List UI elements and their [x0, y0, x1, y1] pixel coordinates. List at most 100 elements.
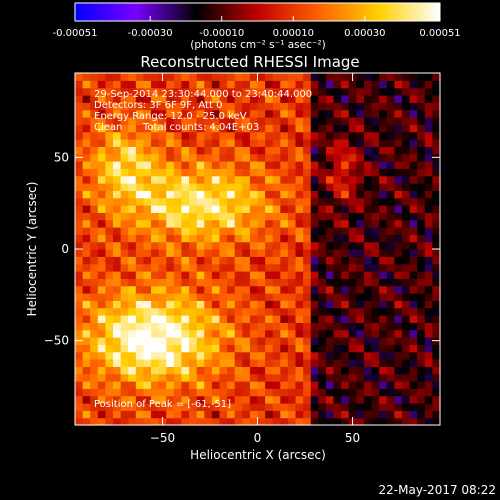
heatmap-cell [189, 205, 198, 213]
heatmap-cell [409, 271, 418, 279]
heatmap-cell [272, 381, 281, 389]
heatmap-cell [227, 168, 236, 177]
heatmap-cell [219, 183, 228, 191]
heatmap-cell [151, 278, 160, 287]
heatmap-cell [113, 80, 122, 89]
heatmap-cell [409, 219, 418, 228]
heatmap-cell [143, 263, 152, 272]
heatmap-cell [280, 344, 289, 353]
heatmap-cell [82, 366, 91, 375]
heatmap-cell [227, 146, 236, 155]
heatmap-cell [310, 190, 319, 199]
heatmap-cell [219, 227, 228, 235]
heatmap-cell [318, 161, 327, 169]
heatmap-cell [97, 403, 107, 411]
heatmap-cell [151, 249, 160, 257]
heatmap-cell [143, 395, 152, 404]
heatmap-cell [75, 263, 84, 272]
heatmap-cell [265, 234, 274, 243]
heatmap-cell [409, 161, 418, 169]
heatmap-cell [356, 278, 365, 287]
heatmap-cell [424, 417, 433, 426]
heatmap-cell [371, 307, 380, 316]
heatmap-cell [394, 381, 403, 389]
heatmap-cell [310, 359, 319, 367]
heatmap-cell [325, 381, 335, 389]
heatmap-cell [135, 87, 145, 96]
heatmap-cell [90, 197, 99, 206]
heatmap-cell [189, 117, 198, 125]
heatmap-cell [341, 124, 350, 133]
heatmap-cell [348, 146, 357, 155]
heatmap-cell [333, 366, 342, 375]
heatmap-cell [371, 417, 380, 426]
heatmap-cell [280, 307, 289, 316]
heatmap-cell [219, 124, 228, 133]
heatmap-cell [325, 175, 335, 184]
heatmap-cell [287, 381, 297, 389]
heatmap-cell [280, 73, 289, 81]
heatmap-cell [287, 124, 297, 133]
heatmap-cell [90, 293, 99, 301]
heatmap-cell [303, 337, 312, 345]
heatmap-cell [295, 80, 304, 89]
heatmap-cell [371, 241, 380, 250]
heatmap-cell [303, 205, 312, 213]
heatmap-cell [105, 410, 114, 419]
heatmap-cell [401, 381, 411, 389]
x-axis-label: Heliocentric X (arcsec) [190, 448, 326, 462]
heatmap-cell [166, 381, 175, 389]
heatmap-cell [204, 322, 213, 331]
heatmap-cell [196, 183, 205, 191]
heatmap-cell [325, 197, 335, 206]
heatmap-cell [363, 102, 373, 111]
heatmap-cell [128, 153, 137, 162]
heatmap-cell [181, 109, 190, 118]
heatmap-cell [386, 183, 395, 191]
heatmap-cell [310, 175, 319, 184]
heatmap-cell [394, 139, 403, 147]
heatmap-cell [90, 146, 99, 155]
heatmap-cell [249, 219, 259, 228]
heatmap-cell [151, 73, 160, 81]
heatmap-cell [303, 146, 312, 155]
heatmap-cell [249, 278, 259, 287]
heatmap-cell [135, 205, 145, 213]
heatmap-cell [432, 109, 441, 118]
heatmap-cell [173, 271, 183, 279]
heatmap-cell [303, 131, 312, 140]
heatmap-cell [310, 337, 319, 345]
heatmap-cell [280, 249, 289, 257]
heatmap-cell [348, 175, 357, 184]
heatmap-cell [280, 329, 289, 338]
heatmap-cell [196, 219, 205, 228]
heatmap-cell [189, 175, 198, 184]
heatmap-cell [204, 307, 213, 316]
heatmap-cell [151, 293, 160, 301]
heatmap-cell [181, 249, 190, 257]
heatmap-cell [348, 124, 357, 133]
heatmap-cell [379, 344, 388, 353]
heatmap-cell [318, 366, 327, 375]
heatmap-cell [181, 131, 190, 140]
heatmap-cell [386, 285, 395, 294]
heatmap-cell [204, 329, 213, 338]
heatmap-cell [135, 190, 145, 199]
heatmap-cell [280, 190, 289, 199]
heatmap-cell [166, 241, 175, 250]
heatmap-cell [113, 146, 122, 155]
heatmap-cell [295, 146, 304, 155]
heatmap-cell [90, 190, 99, 199]
heatmap-cell [287, 337, 297, 345]
heatmap-cell [219, 205, 228, 213]
heatmap-cell [333, 329, 342, 338]
heatmap-cell [325, 153, 335, 162]
heatmap-cell [105, 95, 114, 103]
heatmap-cell [151, 359, 160, 367]
heatmap-cell [424, 161, 433, 169]
heatmap-cell [417, 131, 426, 140]
heatmap-cell [424, 197, 433, 206]
heatmap-cell [211, 322, 221, 331]
heatmap-cell [151, 344, 160, 353]
heatmap-cell [257, 109, 266, 118]
